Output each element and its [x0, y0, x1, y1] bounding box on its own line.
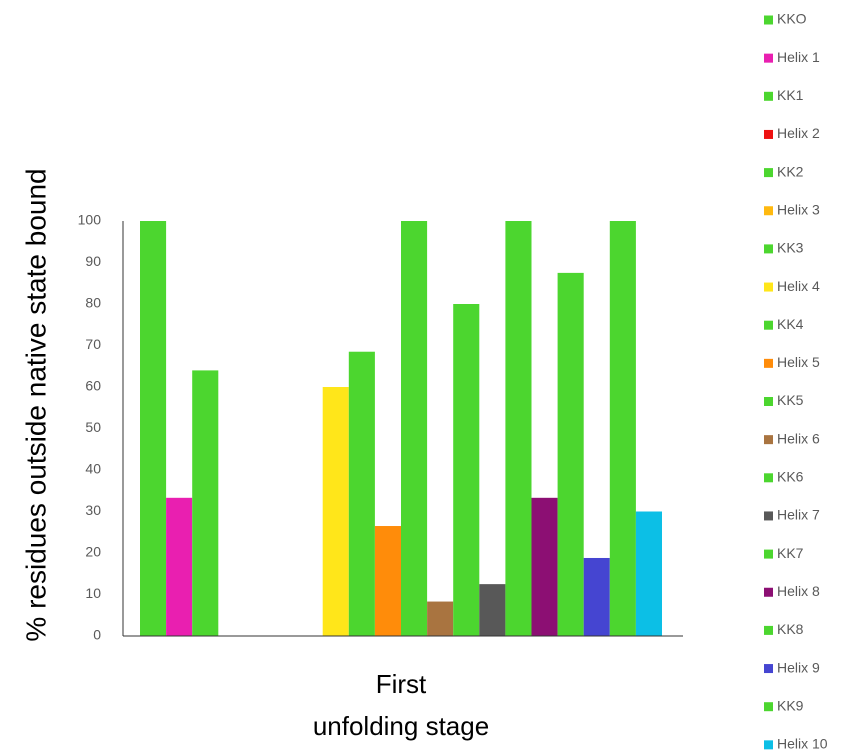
legend-item-helix-10: Helix 10 — [764, 736, 828, 752]
bar-kk6 — [453, 304, 480, 636]
legend-label: KK2 — [777, 163, 804, 179]
y-tick-label: 70 — [85, 336, 101, 352]
legend-swatch — [764, 168, 773, 178]
y-tick-label: 80 — [85, 295, 101, 311]
legend-swatch — [764, 435, 773, 445]
legend-label: Helix 10 — [777, 736, 828, 752]
bar-kk9 — [609, 221, 636, 636]
bar-kk5 — [401, 221, 428, 636]
legend-item-kk3: KK3 — [764, 240, 804, 256]
legend-swatch — [764, 15, 773, 25]
legend-item-kk1: KK1 — [764, 87, 804, 103]
legend-label: KK3 — [777, 240, 804, 256]
y-tick-label: 60 — [85, 378, 101, 394]
bar-helix-5 — [374, 526, 401, 636]
x-category-label-line: unfolding stage — [313, 711, 489, 741]
legend-swatch — [764, 397, 773, 406]
legend-label: Helix 6 — [777, 430, 820, 446]
legend-label: Helix 8 — [777, 583, 820, 599]
legend-label: Helix 9 — [777, 659, 820, 675]
y-tick-label: 0 — [93, 627, 101, 643]
legend-item-helix-9: Helix 9 — [764, 659, 820, 675]
legend-item-helix-3: Helix 3 — [764, 201, 820, 217]
legend-item-helix-6: Helix 6 — [764, 430, 820, 446]
legend-swatch — [764, 206, 773, 216]
legend-item-helix-2: Helix 2 — [764, 125, 820, 141]
y-axis-ticks: 0 10 20 30 40 50 60 70 80 90 100 — [78, 212, 102, 643]
legend-label: Helix 4 — [777, 278, 820, 294]
bar-helix-4 — [322, 387, 349, 636]
y-axis-title-group: % residues outside native state bound — [20, 168, 51, 641]
y-tick-label: 30 — [85, 502, 101, 518]
legend-item-helix-1: Helix 1 — [764, 49, 820, 65]
legend-swatch — [764, 358, 773, 368]
legend-swatch — [764, 53, 773, 63]
legend-item-kko: KKO — [764, 11, 807, 27]
bar-kk1 — [192, 370, 219, 636]
bar-kko — [140, 221, 167, 636]
legend-label: Helix 7 — [777, 507, 820, 523]
category-labels: First unfolding stage — [313, 669, 489, 741]
legend-item-kk6: KK6 — [764, 469, 804, 485]
legend-swatch — [764, 244, 773, 254]
axes — [122, 221, 683, 637]
legend-swatch — [764, 511, 773, 521]
legend-swatch — [764, 664, 773, 674]
legend-swatch — [764, 587, 773, 597]
legend-item-kk7: KK7 — [764, 545, 804, 561]
y-tick-label: 10 — [85, 585, 101, 601]
legend-label: Helix 1 — [777, 49, 820, 65]
x-category-label-line: First — [376, 669, 427, 699]
legend-item-kk4: KK4 — [764, 316, 804, 332]
legend-label: KK6 — [777, 469, 804, 485]
legend-swatch — [764, 473, 773, 483]
legend-swatch — [764, 320, 773, 330]
legend-item-kk5: KK5 — [764, 392, 804, 408]
legend-label: KK5 — [777, 392, 804, 408]
legend-item-kk2: KK2 — [764, 163, 804, 179]
legend-label: KK8 — [777, 621, 804, 637]
legend-label: KK9 — [777, 697, 804, 713]
legend-item-kk9: KK9 — [764, 697, 804, 713]
y-tick-label: 90 — [85, 253, 101, 269]
y-tick-label: 20 — [85, 544, 101, 560]
y-tick-label: 40 — [85, 461, 101, 477]
y-axis-title: % residues outside native state bound — [20, 168, 51, 641]
bar-kk7 — [505, 221, 532, 636]
legend-item-helix-5: Helix 5 — [764, 354, 820, 370]
bar-kk4 — [348, 351, 375, 636]
bar-helix-7 — [479, 584, 506, 637]
y-tick-label: 50 — [85, 419, 101, 435]
legend-swatch — [764, 702, 773, 712]
legend-label: KKO — [777, 11, 807, 27]
legend-label: Helix 5 — [777, 354, 820, 370]
legend-swatch — [764, 740, 773, 750]
legend-label: Helix 2 — [777, 125, 820, 141]
legend-item-kk8: KK8 — [764, 621, 804, 637]
legend-label: KK7 — [777, 545, 804, 561]
legend-item-helix-7: Helix 7 — [764, 507, 820, 523]
y-tick-label: 100 — [78, 212, 102, 228]
legend-label: Helix 3 — [777, 201, 820, 217]
legend-swatch — [764, 625, 773, 635]
bar-helix-8 — [531, 497, 558, 636]
legend-swatch — [764, 282, 773, 292]
bars — [140, 221, 662, 637]
legend-item-helix-8: Helix 8 — [764, 583, 820, 599]
bar-helix-9 — [583, 557, 610, 636]
bar-helix-10 — [635, 511, 662, 636]
bar-helix-1 — [166, 497, 193, 636]
legend-swatch — [764, 129, 773, 139]
legend-swatch — [764, 91, 773, 101]
bar-kk8 — [557, 272, 584, 637]
legend-swatch — [764, 549, 773, 559]
legend-label: KK4 — [777, 316, 804, 332]
bar-helix-6 — [427, 601, 454, 636]
legend-label: KK1 — [777, 87, 804, 103]
legend-item-helix-4: Helix 4 — [764, 278, 820, 294]
legend: KKO Helix 1 KK1 Helix 2 KK2 Helix 3 KK3 Helix 4… — [764, 11, 828, 752]
